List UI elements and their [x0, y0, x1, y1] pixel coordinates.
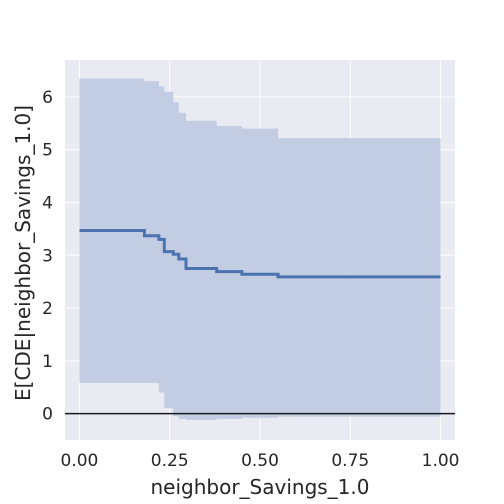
x-tick-label: 0.50 — [241, 451, 279, 471]
y-tick-label: 5 — [42, 141, 53, 161]
confidence-band — [79, 78, 441, 420]
x-tick-label: 0.00 — [61, 451, 99, 471]
y-tick-label: 0 — [42, 405, 53, 425]
cde-series-line — [79, 229, 441, 279]
x-axis-label: neighbor_Savings_1.0 — [150, 475, 369, 499]
y-tick-label: 1 — [42, 352, 53, 372]
y-tick-label: 2 — [42, 299, 53, 319]
x-tick-label: 0.25 — [151, 451, 189, 471]
x-tick-label: 0.75 — [331, 451, 369, 471]
y-axis-label: E[CDE|neighbor_Savings_1.0] — [11, 105, 35, 401]
y-tick-label: 6 — [42, 88, 53, 108]
x-tick-label: 1.00 — [422, 451, 460, 471]
x-tick-labels: 0.00 0.25 0.50 0.75 1.00 — [61, 451, 460, 471]
y-tick-label: 3 — [42, 246, 53, 266]
y-tick-label: 4 — [42, 194, 53, 214]
y-tick-labels: 0 1 2 3 4 5 6 — [42, 88, 53, 425]
